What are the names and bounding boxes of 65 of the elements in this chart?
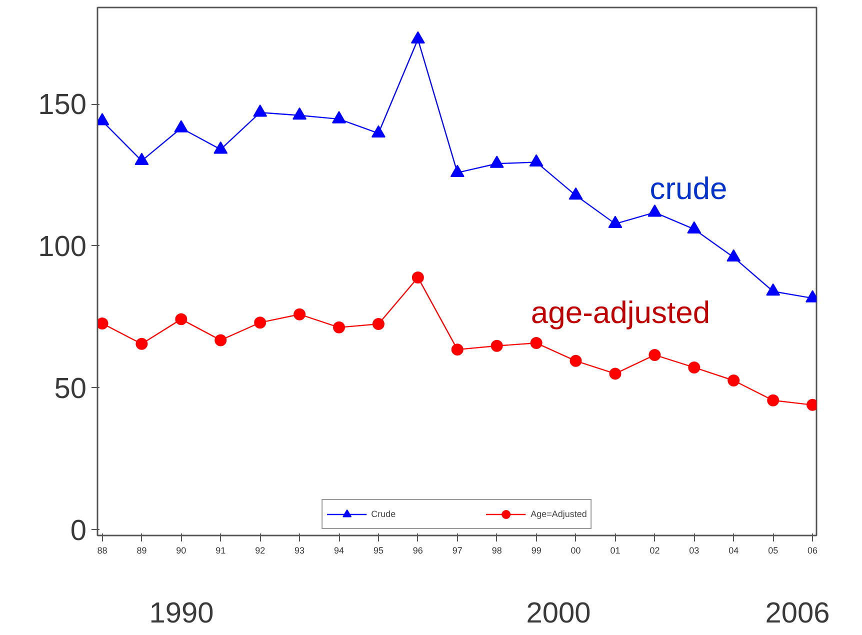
point	[254, 316, 266, 329]
point	[410, 31, 425, 44]
point	[687, 221, 702, 234]
x-tick-label: 92	[255, 546, 266, 556]
x-tick-label: 88	[97, 546, 108, 556]
point	[333, 321, 346, 334]
x-tick-label: 06	[808, 546, 818, 556]
point	[371, 125, 386, 138]
y-tick-label: 150	[38, 89, 87, 122]
point	[490, 340, 503, 352]
y-tick-label: 100	[38, 230, 87, 263]
annotation: age-adjusted	[530, 295, 710, 330]
x-tick-label: 97	[452, 546, 462, 556]
point	[766, 283, 780, 296]
text: 1990	[149, 598, 214, 630]
point	[530, 337, 542, 350]
point	[450, 164, 464, 177]
point	[332, 111, 346, 124]
point	[451, 344, 464, 356]
x-tick-label: 05	[768, 546, 778, 556]
x-tick-label: 96	[412, 546, 423, 556]
point	[372, 318, 384, 330]
y-tick-label: 50	[54, 372, 87, 405]
x-tick-label: 99	[531, 546, 542, 556]
text: 2006	[765, 598, 830, 630]
point	[174, 120, 188, 132]
point	[490, 156, 504, 168]
point	[767, 394, 780, 406]
point	[609, 368, 622, 380]
point	[292, 107, 307, 120]
x-tick-label: 01	[610, 546, 620, 556]
point	[412, 271, 424, 284]
x-tick-label: 98	[492, 546, 502, 556]
x-tick-label: 03	[689, 546, 700, 556]
x-tick-label: 00	[570, 546, 581, 556]
text: 2000	[526, 598, 591, 630]
x-tick-label: 95	[373, 546, 384, 556]
point	[98, 317, 108, 330]
point	[570, 354, 582, 367]
point	[648, 348, 661, 361]
x-tick-label: 90	[176, 546, 186, 556]
point	[529, 154, 544, 166]
point	[568, 187, 583, 200]
point	[688, 361, 700, 374]
point	[214, 141, 228, 154]
legend-label: Crude	[371, 509, 396, 519]
point	[728, 374, 740, 386]
point	[136, 338, 148, 350]
x-tick-label: 94	[334, 546, 344, 556]
y-tick-label: 0	[70, 514, 87, 547]
legend-label: Age=Adjusted	[530, 509, 587, 519]
point	[134, 152, 149, 166]
point	[294, 308, 306, 320]
x-tick-label: 04	[728, 546, 739, 556]
x-tick-label: 02	[650, 546, 660, 556]
point	[175, 313, 188, 326]
point	[648, 204, 662, 217]
point	[214, 334, 227, 346]
x-tick-label: 93	[294, 546, 305, 556]
x-tick-label: 91	[216, 546, 226, 556]
x-tick-label: 89	[136, 546, 147, 556]
point	[608, 216, 622, 228]
point	[253, 104, 268, 117]
point	[726, 249, 741, 262]
annotation: crude	[650, 171, 728, 206]
